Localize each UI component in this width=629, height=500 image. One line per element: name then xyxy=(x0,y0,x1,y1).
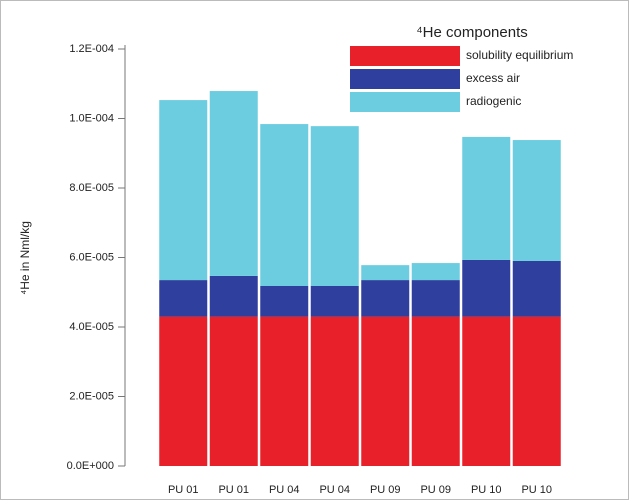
x-tick-label: PU 01 xyxy=(218,484,249,496)
bar-segment xyxy=(411,263,460,281)
legend-title: ⁴He components xyxy=(416,24,528,41)
x-tick-label: PU 04 xyxy=(319,484,350,496)
x-tick-label: PU 04 xyxy=(269,484,300,496)
x-tick-label: PU 10 xyxy=(521,484,552,496)
bar-segment xyxy=(512,140,561,261)
bar-segment xyxy=(209,91,258,276)
bar-segment xyxy=(310,316,359,466)
x-tick-label: PU 01 xyxy=(168,484,199,496)
bar-segment xyxy=(260,285,309,317)
y-tick-label: 1.2E-004 xyxy=(69,43,114,55)
legend-label: radiogenic xyxy=(466,94,521,108)
bar-segment xyxy=(310,285,359,317)
y-tick-label: 4.0E-005 xyxy=(69,321,114,333)
legend-label: excess air xyxy=(466,71,520,85)
legend-swatch xyxy=(350,92,460,112)
bar-segment xyxy=(159,280,208,317)
bar-segment xyxy=(512,316,561,466)
bar-segment xyxy=(512,260,561,317)
x-tick-label: PU 09 xyxy=(420,484,451,496)
bar-segment xyxy=(462,259,511,317)
bar-segment xyxy=(260,124,309,286)
y-axis-label: ⁴He in Nml/kg xyxy=(18,221,32,295)
x-tick-label: PU 10 xyxy=(471,484,502,496)
legend-swatch xyxy=(350,69,460,89)
y-tick-label: 1.0E-004 xyxy=(69,112,114,124)
bar-segment xyxy=(361,280,410,317)
legend-swatch xyxy=(350,46,460,66)
bar-segment xyxy=(310,126,359,286)
y-tick-label: 2.0E-005 xyxy=(69,390,114,402)
bar-segment xyxy=(361,316,410,466)
y-tick-label: 8.0E-005 xyxy=(69,182,114,194)
y-tick-label: 0.0E+000 xyxy=(67,460,114,472)
legend-label: solubility equilibrium xyxy=(466,48,573,62)
bar-segment xyxy=(209,316,258,466)
bar-segment xyxy=(462,316,511,466)
bar-segment xyxy=(411,316,460,466)
bar-segment xyxy=(411,280,460,317)
bar-segment xyxy=(209,275,258,317)
bar-segment xyxy=(159,100,208,281)
y-tick-label: 6.0E-005 xyxy=(69,251,114,263)
bar-segment xyxy=(462,136,511,260)
bar-segment xyxy=(260,316,309,466)
x-tick-label: PU 09 xyxy=(370,484,401,496)
bar-segment xyxy=(361,265,410,281)
bar-segment xyxy=(159,316,208,466)
